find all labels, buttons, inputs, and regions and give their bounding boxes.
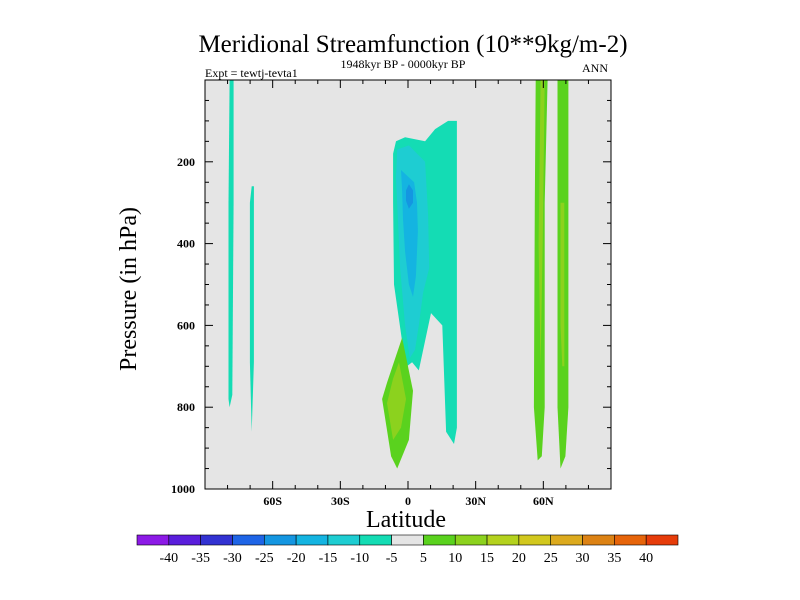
region-neg20-core (406, 184, 413, 209)
colorbar-label: -10 (350, 551, 369, 566)
colorbar-swatch (550, 534, 583, 546)
chart-subtitle: 1948kyr BP - 0000kyr BP (341, 57, 466, 71)
colorbar-label: 10 (448, 551, 462, 566)
colorbar-swatch (423, 534, 456, 546)
region-neg5-south-1 (228, 80, 234, 408)
colorbar-label: 35 (607, 551, 621, 566)
y-axis-title: Pressure (in hPa) (116, 207, 142, 371)
colorbar: -40 -35 -30 -25 -20 -15 -10 -5 5 10 15 20 25 30 35 40 (136, 534, 679, 566)
colorbar-label: -40 (159, 551, 178, 566)
colorbar-swatch (486, 534, 520, 546)
x-tick-label: 30N (465, 494, 486, 508)
colorbar-swatch (582, 534, 615, 546)
region-pos10-north-1 (538, 80, 545, 367)
colorbar-swatch (200, 534, 233, 546)
colorbar-label: -20 (287, 551, 306, 566)
colorbar-swatch (518, 534, 552, 546)
colorbar-swatch (263, 534, 297, 546)
x-tick-label: 60S (263, 494, 282, 508)
x-tick-label: 60N (533, 494, 554, 508)
colorbar-label: 30 (576, 551, 590, 566)
region-pos10-tropics (387, 362, 406, 440)
region-neutral-strip (551, 80, 553, 162)
colorbar-swatch (295, 534, 329, 546)
y-tick-label: 600 (177, 318, 195, 332)
plot-area (204, 79, 612, 490)
x-axis: 60S 30S 0 30N 60N (204, 80, 612, 508)
colorbar-label: 40 (639, 551, 653, 566)
x-tick-label: 30S (331, 494, 350, 508)
x-tick-label: 0 (405, 494, 411, 508)
colorbar-swatch (645, 534, 679, 546)
colorbar-label: -25 (255, 551, 274, 566)
colorbar-swatch (327, 534, 361, 546)
colorbar-label: 5 (420, 551, 427, 566)
colorbar-swatch (614, 534, 647, 546)
colorbar-label: -35 (191, 551, 210, 566)
region-neg5-south-2 (249, 186, 254, 432)
colorbar-label: 20 (512, 551, 526, 566)
colorbar-swatch (454, 534, 488, 546)
colorbar-swatch (136, 534, 170, 546)
colorbar-label: -15 (319, 551, 338, 566)
colorbar-swatch (232, 534, 265, 546)
season-label: ANN (582, 61, 608, 75)
colorbar-swatch (391, 534, 424, 546)
colorbar-label: -30 (223, 551, 242, 566)
colorbar-swatch (359, 534, 392, 546)
y-tick-label: 1000 (171, 482, 195, 496)
x-axis-title: Latitude (366, 507, 446, 533)
colorbar-label: 25 (544, 551, 558, 566)
region-pos10-north-2 (560, 202, 565, 367)
region-neg15-tropics (401, 170, 418, 297)
experiment-label: Expt = tewtj-tevta1 (205, 66, 298, 80)
chart-title: Meridional Streamfunction (10**9kg/m-2) (198, 31, 627, 58)
y-axis: 200 400 600 800 1000 (171, 79, 611, 496)
contour-regions (228, 80, 569, 469)
y-tick-label: 800 (177, 400, 195, 414)
y-tick-label: 200 (177, 155, 195, 169)
colorbar-label: -5 (386, 551, 398, 566)
colorbar-label: 15 (480, 551, 494, 566)
y-tick-label: 400 (177, 237, 195, 251)
colorbar-swatch (168, 534, 201, 546)
